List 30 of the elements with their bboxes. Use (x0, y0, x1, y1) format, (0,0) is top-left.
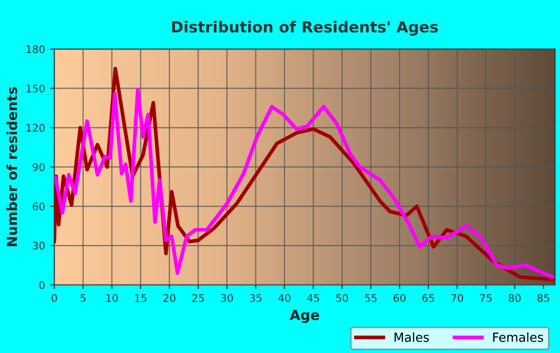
x-tick-label: 10 (106, 294, 118, 302)
y-tick-label: 30 (32, 242, 45, 250)
x-tick-label: 50 (336, 294, 348, 302)
x-tick-label: 55 (364, 294, 377, 302)
x-tick-label: 0 (52, 294, 57, 302)
x-tick-label: 85 (538, 294, 550, 302)
x-tick-label: 30 (221, 294, 233, 302)
y-axis-title: Number of residents (6, 87, 18, 246)
x-tick-label: 70 (451, 294, 464, 302)
legend-label: Females (493, 332, 544, 342)
x-tick-label: 5 (80, 294, 86, 302)
x-tick-label: 45 (307, 294, 319, 302)
x-tick-label: 60 (394, 294, 406, 302)
x-tick-label: 35 (250, 294, 262, 302)
y-tick-label: 60 (32, 202, 45, 210)
y-tick-label: 120 (26, 124, 45, 132)
x-tick-label: 40 (278, 294, 290, 302)
x-axis-title: Age (290, 310, 320, 323)
x-tick-label: 65 (422, 294, 434, 302)
x-tick-label: 80 (508, 294, 521, 302)
x-tick-label: 15 (135, 294, 146, 302)
legend-label: Males (394, 332, 429, 342)
x-tick-label: 20 (164, 294, 176, 302)
x-tick-label: 75 (480, 294, 492, 302)
y-tick-label: 0 (39, 281, 45, 289)
x-tick-label: 25 (192, 294, 204, 302)
chart-title: Distribution of Residents' Ages (172, 20, 438, 36)
y-tick-label: 180 (26, 45, 45, 54)
y-tick-label: 150 (26, 84, 45, 92)
y-tick-label: 90 (32, 163, 45, 172)
